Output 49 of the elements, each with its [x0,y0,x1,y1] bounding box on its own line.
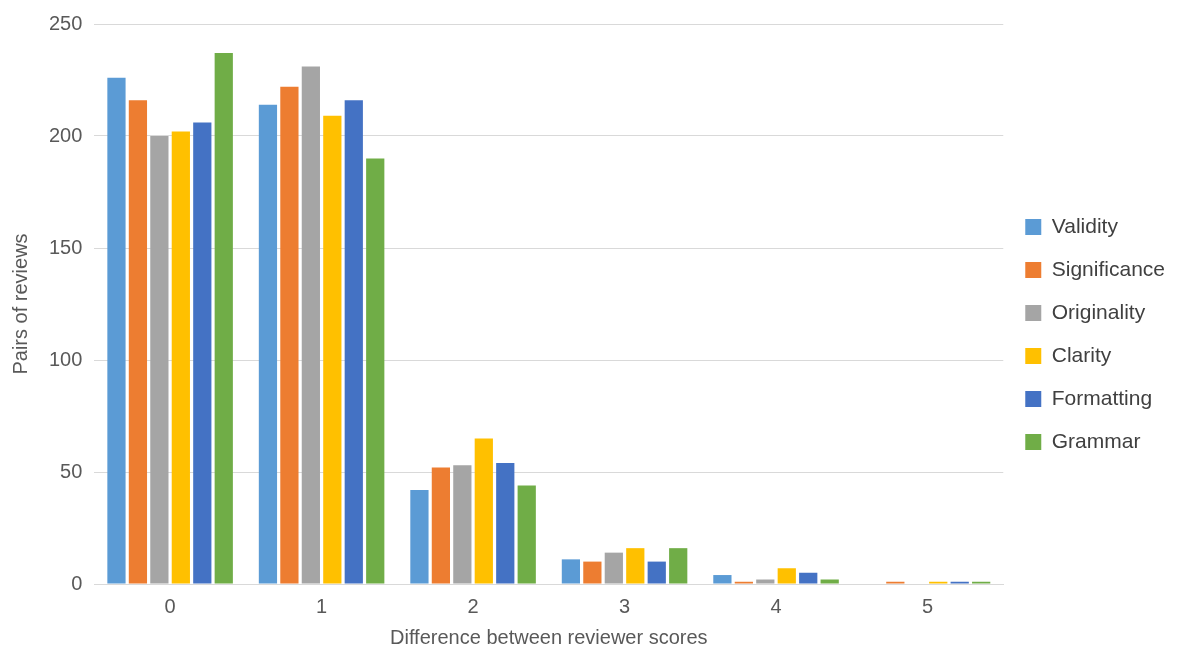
bar [669,548,688,584]
bar [128,100,148,584]
legend-label: Formatting [1051,385,1153,409]
y-tick-label: 200 [48,123,83,146]
bar [474,438,493,584]
bar [214,53,233,584]
bar [756,579,775,584]
legend-label: Significance [1051,256,1165,280]
x-tick-label: 1 [316,594,328,617]
bar [280,86,299,584]
bar [777,568,796,584]
bar [150,136,169,584]
x-axis-title: Difference between reviewer scores [390,625,708,648]
legend-label: Grammar [1051,428,1141,452]
bar [193,122,212,584]
bar [799,572,818,584]
x-tick-label: 0 [164,594,176,617]
bar [410,489,429,584]
bar [323,115,342,584]
bar [517,485,536,584]
bar [366,158,385,584]
x-tick-label: 3 [619,594,631,617]
y-tick-label: 100 [48,347,83,370]
bar [561,559,581,584]
bar [713,575,732,584]
y-tick-label: 0 [71,571,83,594]
bar [604,552,623,584]
bar [301,66,320,584]
bar [820,579,839,584]
legend-label: Clarity [1051,342,1112,366]
bar [431,467,451,584]
bar [626,548,645,584]
x-tick-label: 2 [467,594,479,617]
bar [171,131,190,584]
bar [453,465,472,584]
y-tick-label: 50 [60,459,83,482]
x-tick-label: 4 [770,594,782,617]
legend-label: Originality [1051,299,1146,323]
x-tick-label: 5 [921,594,934,617]
bar [107,77,126,584]
bar [344,100,363,584]
y-tick-label: 250 [48,11,83,34]
y-axis-title: Pairs of reviews [8,233,31,375]
bar [583,561,602,584]
legend-label: Validity [1051,213,1119,237]
bar [496,463,515,584]
bar [647,561,666,584]
y-tick-label: 150 [48,235,83,258]
bar [258,104,278,584]
